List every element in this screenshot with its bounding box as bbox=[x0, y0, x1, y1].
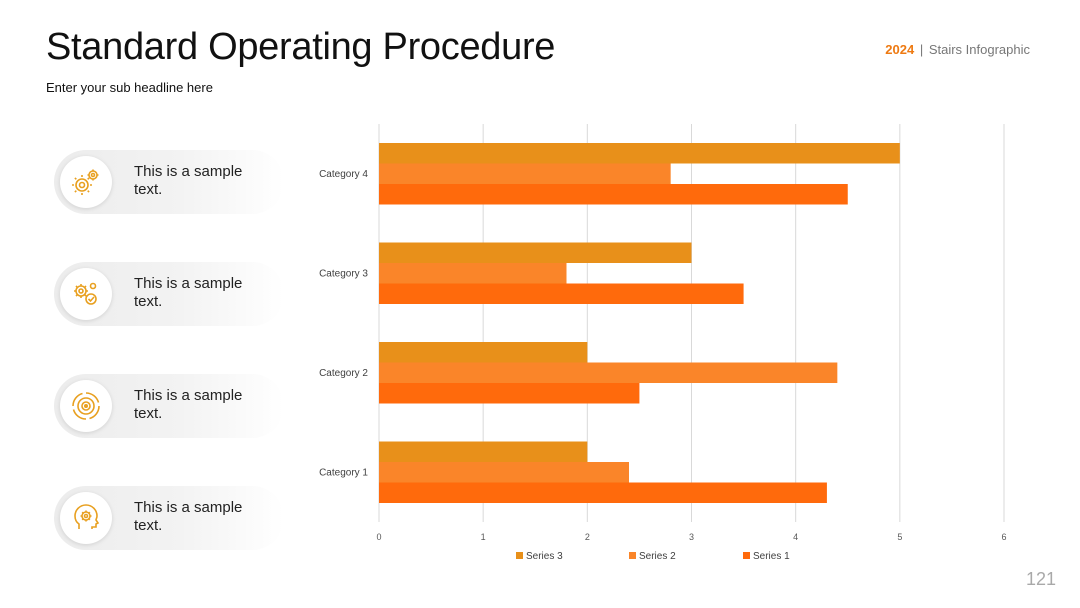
x-tick-label: 1 bbox=[481, 532, 486, 542]
category-label: Category 4 bbox=[319, 169, 368, 180]
bar bbox=[379, 143, 900, 164]
feature-icon-badge bbox=[60, 156, 112, 208]
bar bbox=[379, 242, 692, 263]
legend-label: Series 2 bbox=[639, 551, 676, 562]
bar-chart: 0 1 2 3 4 5 6 Category 1 Category 2 Category 3 Cat… bbox=[319, 124, 1007, 562]
page-subtitle: Enter your sub headline here bbox=[46, 80, 213, 95]
bar bbox=[379, 362, 838, 383]
x-tick-label: 0 bbox=[376, 532, 381, 542]
brand-label: 2024 | Stairs Infographic bbox=[885, 42, 1030, 57]
bar bbox=[379, 184, 848, 205]
feature-icon-badge bbox=[60, 268, 112, 320]
category-label: Category 2 bbox=[319, 368, 368, 379]
page-number: 121 bbox=[1025, 569, 1056, 589]
feature-icon-badge bbox=[60, 492, 112, 544]
brand-separator: | bbox=[919, 42, 924, 57]
x-tick-label: 5 bbox=[897, 532, 902, 542]
feature-text: This is a sample text. bbox=[134, 499, 243, 534]
legend-swatch bbox=[629, 552, 636, 559]
bar bbox=[379, 163, 671, 184]
feature-icon-badge bbox=[60, 380, 112, 432]
gears-check-icon bbox=[74, 282, 97, 305]
feature-text: This is a sample text. bbox=[134, 163, 243, 198]
bar bbox=[379, 283, 744, 304]
bar bbox=[379, 441, 588, 462]
circular-target-icon bbox=[72, 392, 100, 420]
bar bbox=[379, 342, 588, 363]
feature-item: This is a sample text. bbox=[54, 374, 284, 438]
gears-icon bbox=[72, 169, 99, 195]
x-tick-label: 6 bbox=[1001, 532, 1006, 542]
legend-label: Series 3 bbox=[526, 551, 563, 562]
category-label: Category 1 bbox=[319, 467, 368, 478]
feature-item: This is a sample text. bbox=[54, 486, 284, 550]
feature-item: This is a sample text. bbox=[54, 150, 284, 214]
legend-label: Series 1 bbox=[753, 551, 790, 562]
bar bbox=[379, 462, 629, 483]
page-title: Standard Operating Procedure bbox=[46, 26, 556, 68]
legend-swatch bbox=[743, 552, 750, 559]
x-tick-label: 2 bbox=[585, 532, 590, 542]
feature-item: This is a sample text. bbox=[54, 262, 284, 326]
feature-text: This is a sample text. bbox=[134, 275, 243, 310]
x-tick-label: 3 bbox=[689, 532, 694, 542]
brand-name: Stairs Infographic bbox=[928, 42, 1030, 57]
x-tick-label: 4 bbox=[793, 532, 798, 542]
brand-year: 2024 bbox=[885, 42, 915, 57]
bar bbox=[379, 383, 640, 404]
bar bbox=[379, 482, 827, 503]
category-label: Category 3 bbox=[319, 268, 368, 279]
legend-swatch bbox=[516, 552, 523, 559]
feature-text: This is a sample text. bbox=[134, 387, 243, 422]
bar bbox=[379, 263, 567, 284]
head-gear-icon bbox=[74, 504, 100, 529]
